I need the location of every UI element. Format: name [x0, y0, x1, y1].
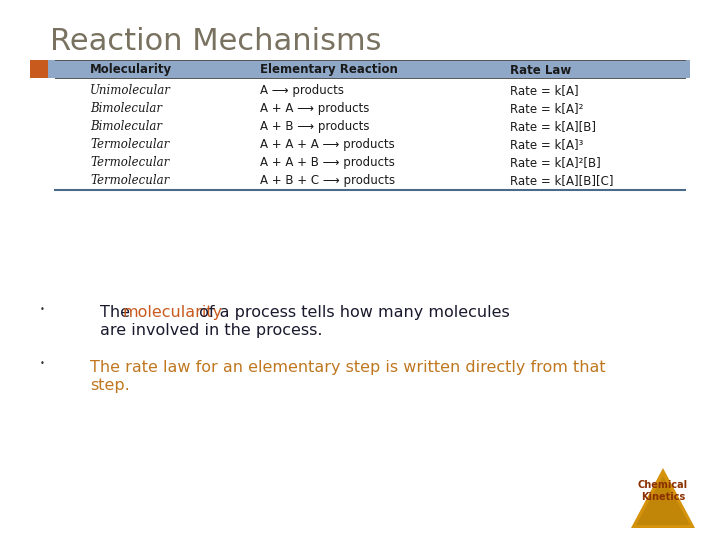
Text: Bimolecular: Bimolecular	[90, 120, 162, 133]
Polygon shape	[636, 476, 690, 525]
Text: Chemical: Chemical	[638, 480, 688, 490]
Bar	[30, 60, 48, 78]
Text: Rate = k[A][B]: Rate = k[A][B]	[510, 120, 596, 133]
Text: Bimolecular: Bimolecular	[90, 102, 162, 116]
Text: Unimolecular: Unimolecular	[90, 84, 171, 97]
Text: Rate = k[A]: Rate = k[A]	[510, 84, 579, 97]
Text: Rate = k[A]³: Rate = k[A]³	[510, 138, 583, 151]
Text: Termolecular: Termolecular	[90, 156, 169, 170]
Text: are involved in the process.: are involved in the process.	[100, 323, 323, 338]
Text: molecularity: molecularity	[122, 305, 222, 320]
Text: Rate = k[A]²: Rate = k[A]²	[510, 102, 583, 116]
Text: Termolecular: Termolecular	[90, 174, 169, 187]
Text: Termolecular: Termolecular	[90, 138, 169, 151]
Text: The rate law for an elementary step is written directly from that: The rate law for an elementary step is w…	[90, 360, 606, 375]
Text: Molecularity: Molecularity	[90, 64, 172, 77]
Text: A ⟶ products: A ⟶ products	[260, 84, 344, 97]
Text: A + A ⟶ products: A + A ⟶ products	[260, 102, 369, 116]
Text: Elementary Reaction: Elementary Reaction	[260, 64, 398, 77]
Text: A + A + B ⟶ products: A + A + B ⟶ products	[260, 156, 395, 170]
Text: of a process tells how many molecules: of a process tells how many molecules	[194, 305, 510, 320]
Text: A + B + C ⟶ products: A + B + C ⟶ products	[260, 174, 395, 187]
Text: A + B ⟶ products: A + B ⟶ products	[260, 120, 369, 133]
Text: •: •	[40, 305, 45, 314]
Text: The: The	[100, 305, 135, 320]
Text: step.: step.	[90, 378, 130, 393]
Polygon shape	[631, 468, 695, 528]
Bar	[30, 60, 690, 78]
Text: Kinetics: Kinetics	[641, 492, 685, 502]
Text: Reaction Mechanisms: Reaction Mechanisms	[50, 28, 382, 57]
Text: Rate = k[A][B][C]: Rate = k[A][B][C]	[510, 174, 613, 187]
Text: Rate = k[A]²[B]: Rate = k[A]²[B]	[510, 156, 600, 170]
Text: •: •	[40, 360, 45, 368]
Text: Rate Law: Rate Law	[510, 64, 571, 77]
Text: A + A + A ⟶ products: A + A + A ⟶ products	[260, 138, 395, 151]
